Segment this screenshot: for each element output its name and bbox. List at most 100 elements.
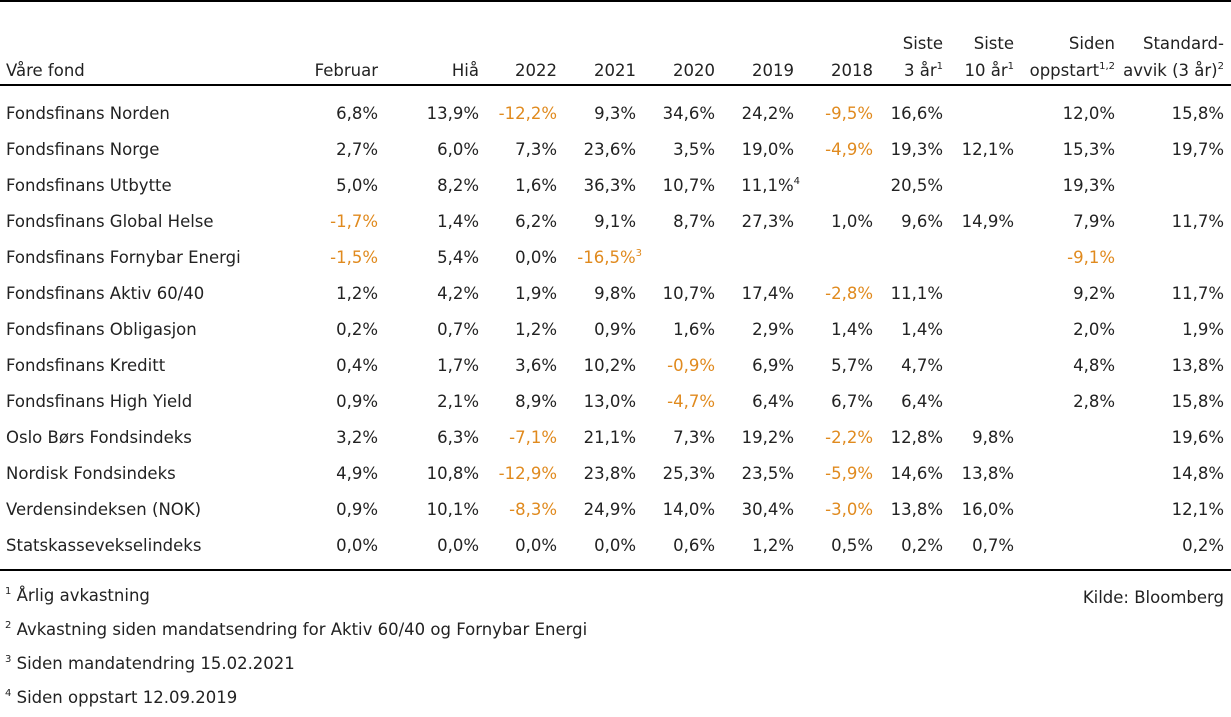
value-cell-y2022: 8,9% — [515, 392, 557, 411]
value-cell-y2020: 10,7% — [662, 176, 715, 195]
header-hia: Hiå — [451, 61, 479, 80]
footnote-number: 4 — [5, 688, 12, 699]
value-cell-y2021: 9,3% — [594, 104, 636, 123]
table-row: Fondsfinans High Yield 0,9% 2,1% 8,9% 13,0% -… — [0, 384, 1231, 420]
value-cell-s3: 20,5% — [890, 176, 943, 195]
value-cell-s3: 13,8% — [890, 500, 943, 519]
value-cell-y2020: 14,0% — [662, 500, 715, 519]
value-cell-y2021: 21,1% — [583, 428, 636, 447]
value-cell-y2021: 0,0% — [594, 536, 636, 555]
value-cell-y2021: -16,5%3 — [577, 248, 642, 267]
value-cell-s10: 12,1% — [961, 140, 1014, 159]
table-row: Fondsfinans Aktiv 60/40 1,2% 4,2% 1,9% 9,8% 1… — [0, 276, 1231, 312]
value-cell-feb: 0,0% — [336, 536, 378, 555]
value-cell-since: 7,9% — [1073, 212, 1115, 231]
table-row: Fondsfinans Fornybar Energi -1,5% 5,4% 0,0%… — [0, 240, 1231, 276]
value-cell-since: 9,2% — [1073, 284, 1115, 303]
value-cell-feb: 2,7% — [336, 140, 378, 159]
header-y2020: 2020 — [673, 61, 715, 80]
value-cell-y2019: 11,1%4 — [741, 176, 800, 195]
value-cell-y2019: 6,4% — [752, 392, 794, 411]
footnote-3: 3 Siden mandatendring 15.02.2021 — [5, 654, 295, 673]
value-cell-y2020: -0,9% — [667, 356, 715, 375]
value-cell-s10: 16,0% — [961, 500, 1014, 519]
value-cell-std: 15,8% — [1171, 392, 1224, 411]
fund-name: Fondsfinans Fornybar Energi — [6, 248, 241, 267]
fund-name: Fondsfinans Global Helse — [6, 212, 214, 231]
footnote-ref: 1 — [1007, 61, 1014, 72]
value-cell-y2022: -7,1% — [509, 428, 557, 447]
header-s10-line2: 10 år1 — [964, 61, 1014, 80]
fund-name: Fondsfinans Obligasjon — [6, 320, 197, 339]
value-cell-y2019: 27,3% — [741, 212, 794, 231]
value-cell-since: -9,1% — [1067, 248, 1115, 267]
value-cell-y2019: 6,9% — [752, 356, 794, 375]
value-cell-s3: 0,2% — [901, 536, 943, 555]
value-cell-y2022: 1,2% — [515, 320, 557, 339]
table-row: Fondsfinans Utbytte 5,0% 8,2% 1,6% 36,3% 10,7… — [0, 168, 1231, 204]
value-cell-s3: 4,7% — [901, 356, 943, 375]
fund-name: Fondsfinans High Yield — [6, 392, 193, 411]
value-cell-s3: 12,8% — [890, 428, 943, 447]
value-cell-y2019: 19,0% — [741, 140, 794, 159]
value-cell-std: 14,8% — [1171, 464, 1224, 483]
table-row: Nordisk Fondsindeks 4,9% 10,8% -12,9% 23,8% 2… — [0, 456, 1231, 492]
value-cell-feb: 3,2% — [336, 428, 378, 447]
table-row: Fondsfinans Norden 6,8% 13,9% -12,2% 9,3% 34,… — [0, 96, 1231, 132]
value-cell-y2019: 1,2% — [752, 536, 794, 555]
footnote-4: 4 Siden oppstart 12.09.2019 — [5, 688, 237, 707]
table-row: Oslo Børs Fondsindeks 3,2% 6,3% -7,1% 21,1% 7… — [0, 420, 1231, 456]
value-cell-y2018: 5,7% — [831, 356, 873, 375]
value-cell-y2021: 9,1% — [594, 212, 636, 231]
value-cell-y2021: 10,2% — [583, 356, 636, 375]
value-cell-s3: 19,3% — [890, 140, 943, 159]
value-cell-y2018: 0,5% — [831, 536, 873, 555]
value-cell-since: 2,0% — [1073, 320, 1115, 339]
fund-name: Fondsfinans Norden — [6, 104, 170, 123]
value-cell-y2020: 3,5% — [673, 140, 715, 159]
value-cell-std: 1,9% — [1182, 320, 1224, 339]
value-cell-std: 0,2% — [1182, 536, 1224, 555]
value-cell-since: 15,3% — [1062, 140, 1115, 159]
value-cell-y2018: -2,8% — [825, 284, 873, 303]
header-rule — [0, 84, 1231, 86]
header-y2022: 2022 — [515, 61, 557, 80]
value-cell-y2018: -4,9% — [825, 140, 873, 159]
value-cell-y2020: 34,6% — [662, 104, 715, 123]
value-cell-y2021: 24,9% — [583, 500, 636, 519]
value-cell-y2020: -4,7% — [667, 392, 715, 411]
footnote-text: Årlig avkastning — [11, 586, 150, 605]
value-cell-feb: -1,7% — [330, 212, 378, 231]
value-cell-hia: 10,1% — [426, 500, 479, 519]
bottom-rule — [0, 569, 1231, 571]
fund-name: Fondsfinans Norge — [6, 140, 160, 159]
value-cell-since: 2,8% — [1073, 392, 1115, 411]
value-cell-y2019: 23,5% — [741, 464, 794, 483]
footnote-ref: 1 — [936, 61, 943, 72]
header-y2019: 2019 — [752, 61, 794, 80]
value-cell-y2018: 1,4% — [831, 320, 873, 339]
value-cell-y2019: 2,9% — [752, 320, 794, 339]
value-cell-y2018: -2,2% — [825, 428, 873, 447]
value-cell-s3: 1,4% — [901, 320, 943, 339]
value-cell-y2018: -5,9% — [825, 464, 873, 483]
value-cell-y2022: 1,9% — [515, 284, 557, 303]
value-cell-hia: 6,3% — [437, 428, 479, 447]
value-cell-y2020: 1,6% — [673, 320, 715, 339]
value-cell-hia: 5,4% — [437, 248, 479, 267]
value-cell-y2019: 30,4% — [741, 500, 794, 519]
value-cell-std: 19,6% — [1171, 428, 1224, 447]
footnote-number: 3 — [5, 654, 12, 665]
value-cell-hia: 0,7% — [437, 320, 479, 339]
fund-name: Verdensindeksen (NOK) — [6, 500, 202, 519]
value-cell-std: 19,7% — [1171, 140, 1224, 159]
table-row: Fondsfinans Norge 2,7% 6,0% 7,3% 23,6% 3,5% 19… — [0, 132, 1231, 168]
value-cell-hia: 1,4% — [437, 212, 479, 231]
value-cell-y2020: 7,3% — [673, 428, 715, 447]
header-since-line2: oppstart1,2 — [1029, 61, 1115, 80]
value-cell-hia: 4,2% — [437, 284, 479, 303]
value-cell-y2020: 8,7% — [673, 212, 715, 231]
source-text: Kilde: Bloomberg — [1082, 588, 1224, 607]
table-row: Fondsfinans Kreditt 0,4% 1,7% 3,6% 10,2% -0,9… — [0, 348, 1231, 384]
value-cell-feb: 4,9% — [336, 464, 378, 483]
